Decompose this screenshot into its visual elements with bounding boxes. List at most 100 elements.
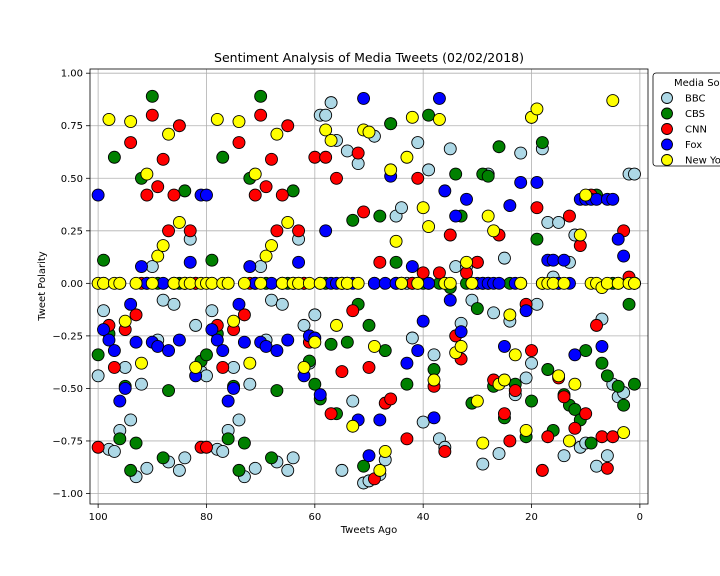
data-point-cbs	[346, 213, 360, 227]
data-point-cbs	[232, 463, 246, 477]
data-point-fox	[492, 276, 506, 290]
data-point-bbc	[167, 297, 181, 311]
data-point-new-york-times	[487, 224, 501, 238]
data-point-fox	[497, 339, 511, 353]
data-point-fox	[313, 388, 327, 402]
data-point-cbs	[400, 377, 414, 391]
data-point-cnn	[563, 209, 576, 223]
data-point-new-york-times	[243, 356, 257, 370]
data-point-new-york-times	[546, 276, 560, 290]
data-point-bbc	[514, 146, 528, 160]
data-point-cbs	[595, 356, 609, 370]
data-point-fox	[460, 192, 473, 206]
x-tick-label: 60	[308, 512, 321, 523]
data-point-cnn	[535, 463, 549, 477]
data-point-cbs	[384, 117, 398, 131]
data-point-new-york-times	[124, 115, 138, 128]
data-point-new-york-times	[362, 125, 376, 139]
legend-label-cnn: CNN	[685, 125, 707, 136]
data-point-new-york-times	[557, 276, 571, 290]
data-point-new-york-times	[443, 276, 457, 290]
data-point-cnn	[216, 360, 230, 374]
data-point-cnn	[357, 205, 371, 219]
data-point-cbs	[481, 169, 495, 183]
data-point-new-york-times	[275, 276, 289, 290]
data-point-fox	[156, 276, 170, 290]
data-point-cnn	[145, 108, 159, 122]
data-point-cnn	[183, 224, 197, 238]
data-point-bbc	[243, 377, 257, 391]
data-point-cnn	[525, 344, 538, 358]
data-point-cnn	[346, 304, 360, 318]
data-point-fox	[546, 253, 560, 267]
legend-marker-cnn	[661, 123, 673, 135]
plot-frame	[89, 68, 649, 505]
data-point-bbc	[286, 451, 300, 465]
data-point-new-york-times	[351, 276, 365, 290]
data-point-fox	[237, 335, 251, 349]
data-point-new-york-times	[367, 339, 381, 353]
data-point-bbc	[416, 415, 430, 429]
data-point-fox	[102, 333, 116, 347]
data-point-new-york-times	[270, 127, 284, 141]
data-point-cnn	[600, 461, 614, 475]
data-point-fox	[107, 344, 121, 358]
data-point-cbs	[124, 463, 138, 477]
data-point-bbc	[530, 297, 544, 311]
data-point-cbs	[145, 89, 159, 103]
data-point-new-york-times	[232, 115, 246, 128]
data-point-bbc	[297, 318, 311, 332]
data-point-fox	[427, 411, 441, 425]
legend-label-new-york-times: New York Times	[685, 156, 720, 167]
data-point-fox	[270, 344, 284, 358]
data-point-cbs	[200, 348, 213, 362]
data-point-new-york-times	[432, 112, 446, 126]
chart-title: Sentiment Analysis of Media Tweets (02/0…	[214, 50, 524, 65]
data-point-fox	[124, 297, 138, 311]
data-point-fox	[443, 293, 457, 307]
legend-label-bbc: BBC	[685, 94, 706, 105]
data-point-cnn	[606, 430, 620, 444]
y-tick-label: 0.00	[61, 279, 83, 290]
data-point-cbs	[107, 150, 121, 164]
data-point-cbs	[362, 318, 376, 332]
x-tick-label: 80	[200, 512, 213, 523]
data-point-new-york-times	[292, 276, 306, 290]
data-point-new-york-times	[563, 434, 576, 448]
data-point-cnn	[595, 430, 609, 444]
data-point-bbc	[118, 360, 132, 374]
data-point-new-york-times	[470, 394, 484, 408]
data-point-new-york-times	[422, 220, 436, 234]
y-axis-label: Tweet Polarity	[37, 251, 48, 322]
data-point-cnn	[362, 360, 376, 374]
data-point-bbc	[97, 304, 110, 318]
data-point-cnn	[259, 180, 273, 194]
data-point-cnn	[384, 392, 398, 406]
data-point-new-york-times	[503, 308, 517, 322]
data-point-fox	[281, 333, 295, 347]
data-point-cnn	[237, 308, 251, 322]
data-point-fox	[378, 276, 392, 290]
legend-marker-fox	[661, 138, 673, 151]
data-point-new-york-times	[628, 276, 641, 290]
data-point-cnn	[308, 150, 322, 164]
data-point-bbc	[476, 457, 490, 471]
axis-ticks: 100 80 60 40 20 0 1.00 0.75 0.50 0.25 0.00 −0.25 −0.…	[52, 69, 643, 523]
data-points	[91, 89, 641, 490]
y-tick-label: −0.25	[52, 331, 83, 342]
y-tick-label: −0.50	[52, 384, 83, 395]
legend-marker-bbc	[661, 92, 673, 104]
data-point-cbs	[373, 209, 387, 223]
data-point-new-york-times	[400, 150, 414, 164]
data-point-new-york-times	[460, 255, 473, 269]
data-point-cnn	[557, 390, 571, 404]
data-point-bbc	[135, 377, 148, 391]
x-tick-label: 0	[637, 512, 643, 523]
data-point-bbc	[427, 348, 441, 362]
data-point-bbc	[216, 445, 230, 458]
data-point-cbs	[617, 398, 631, 412]
data-point-bbc	[552, 215, 566, 229]
data-point-bbc	[443, 142, 457, 156]
data-point-fox	[265, 276, 278, 290]
data-point-cbs	[611, 379, 625, 393]
